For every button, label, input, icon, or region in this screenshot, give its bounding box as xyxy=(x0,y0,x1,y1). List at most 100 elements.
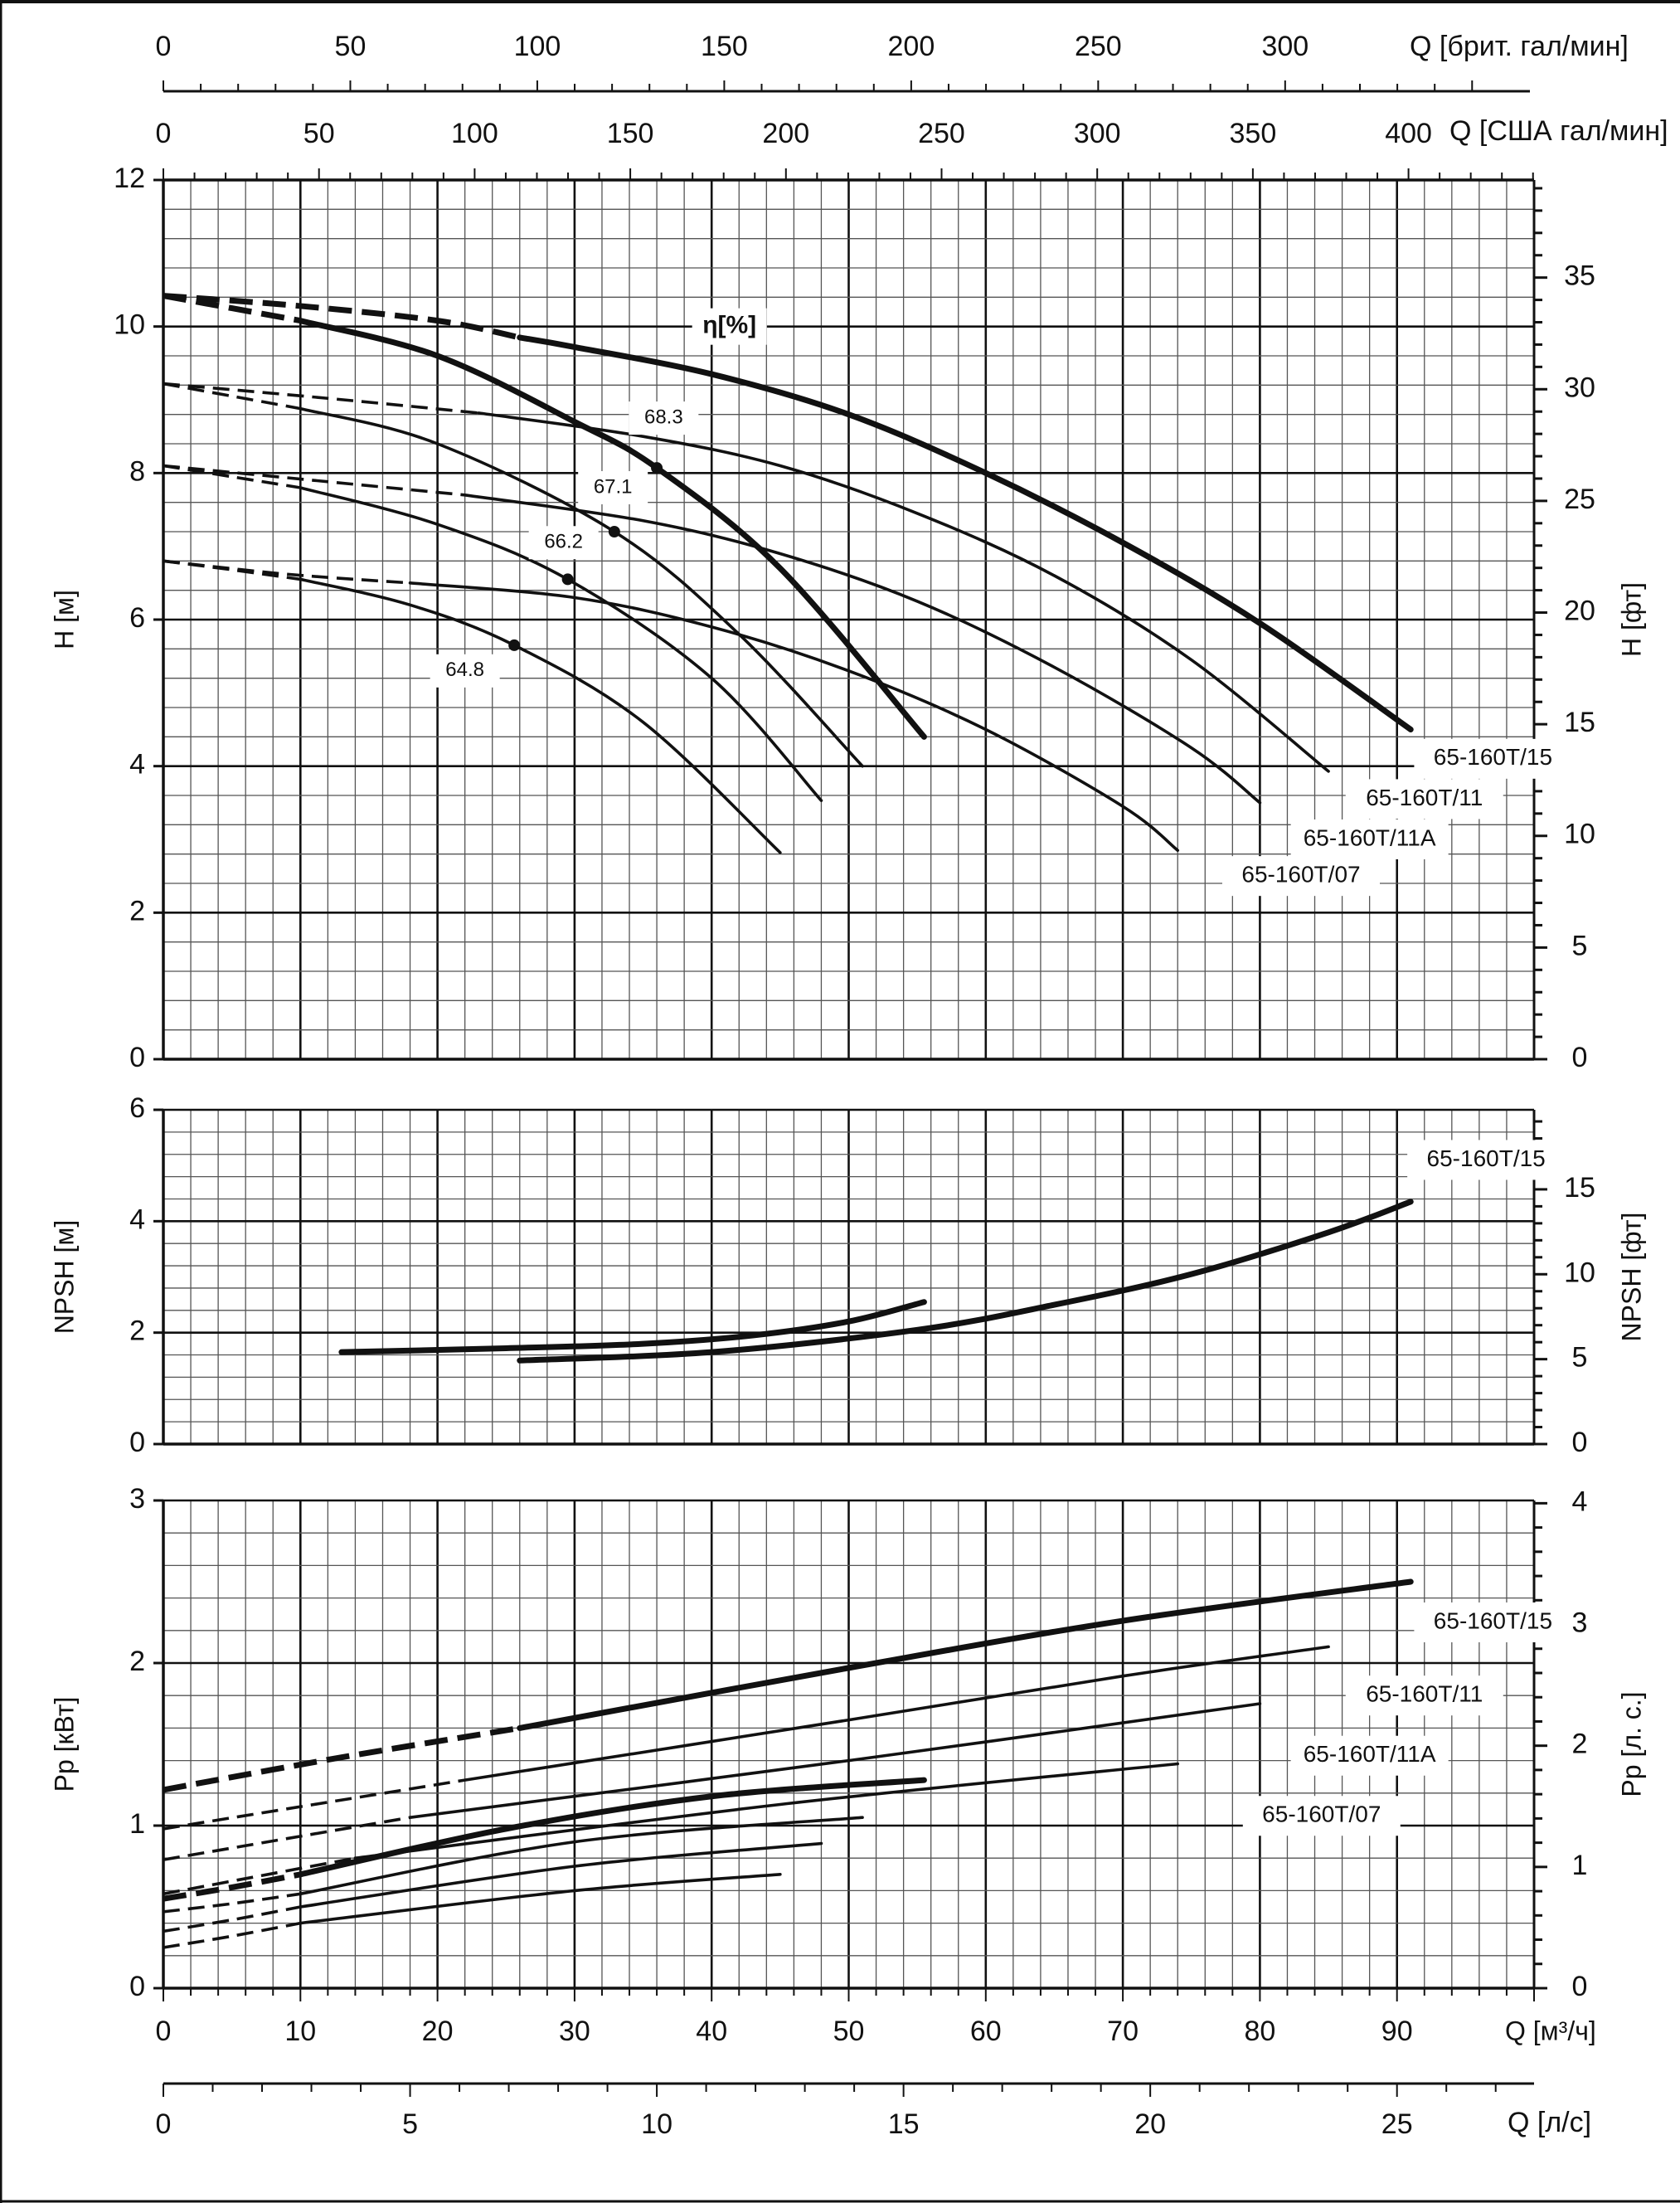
curve-dashed-segment xyxy=(163,293,521,341)
brit-tick-label: 200 xyxy=(888,31,935,62)
series-label-bg xyxy=(1407,1140,1566,1180)
curve-65-160T/11A xyxy=(408,1702,1262,1819)
y-tick-label: 4 xyxy=(129,749,145,781)
x-tick-label: 90 xyxy=(1381,2016,1413,2047)
ls-tick-label: 10 xyxy=(641,2108,672,2140)
x-tick-label: 60 xyxy=(970,2016,1002,2047)
right-y-tick-label: 0 xyxy=(1572,1427,1588,1458)
curve-dashed-segment xyxy=(163,464,301,489)
efficiency-label-bg xyxy=(629,401,699,435)
y-tick-label: 10 xyxy=(114,309,145,341)
brit-axis-label: Q [брит. гал/мин] xyxy=(1410,31,1629,62)
us-tick-label: 250 xyxy=(918,118,965,149)
y-tick-label: 2 xyxy=(129,1315,145,1347)
curve-65-160T/15 xyxy=(517,1578,1414,1731)
y-tick-label: 4 xyxy=(129,1204,145,1235)
brit-tick-label: 0 xyxy=(156,31,172,62)
right-y-axis-label: Pp [л. с.] xyxy=(1616,1691,1646,1797)
curve-series-6 xyxy=(299,1841,823,1909)
head-panel: 0 2 4 6 8 10 12 0 5 10 15 20 25 30 35 H [м] H [фт] 65-160… xyxy=(49,163,1646,1073)
x-axis-label: Q [м³/ч] xyxy=(1505,2016,1596,2045)
us-tick-label: 100 xyxy=(451,118,498,149)
series-label-bg xyxy=(1414,1602,1572,1642)
y-axis-label: H [м] xyxy=(49,590,79,649)
series-label: 65-160T/15 xyxy=(1427,1145,1546,1171)
y-tick-label: 6 xyxy=(129,602,145,634)
us-tick-label: 350 xyxy=(1230,118,1277,149)
efficiency-label: 68.3 xyxy=(644,406,683,428)
curve-dashed-segment xyxy=(163,382,301,411)
x-tick-label: 50 xyxy=(833,2016,865,2047)
series-label-bg xyxy=(1242,1796,1401,1836)
curve-dashed-segment xyxy=(163,464,465,497)
curve-dashed-segment xyxy=(163,1724,521,1793)
right-y-tick-label: 0 xyxy=(1572,1971,1588,2002)
efficiency-point xyxy=(508,639,521,651)
right-y-tick-label: 20 xyxy=(1564,596,1595,627)
y-tick-label: 0 xyxy=(129,1971,145,2002)
right-y-tick-label: 35 xyxy=(1564,260,1595,292)
us-axis-label: Q [США гал/мин] xyxy=(1449,115,1668,147)
efficiency-label-bg xyxy=(528,526,599,560)
right-y-tick-label: 10 xyxy=(1564,819,1595,850)
curve-65-160T/11 xyxy=(463,1645,1330,1782)
right-y-tick-label: 5 xyxy=(1572,1342,1588,1374)
x-tick-label: 30 xyxy=(559,2016,590,2047)
efficiency-label: 66.2 xyxy=(544,531,583,553)
curve-series-0 xyxy=(338,1299,927,1355)
right-y-axis-label: H [фт] xyxy=(1616,582,1646,657)
curve-65-160T/15 xyxy=(517,334,1414,732)
right-y-tick-label: 5 xyxy=(1572,930,1588,961)
series-label: 65-160T/11 xyxy=(1366,785,1483,810)
bottom-axes: 0 10 20 30 40 50 60 70 80 90 Q [м³/ч] 0 5 10 15 20 25 Q [… xyxy=(156,1988,1596,2140)
series-label: 65-160T/07 xyxy=(1241,862,1360,888)
series-label: 65-160T/11A xyxy=(1304,824,1436,850)
efficiency-label: 64.8 xyxy=(445,659,484,681)
y-tick-label: 0 xyxy=(129,1427,145,1458)
curve-65-160T/11A xyxy=(463,494,1262,805)
curve-dashed-segment xyxy=(163,559,301,581)
curve-series-7 xyxy=(299,577,782,854)
right-y-tick-label: 3 xyxy=(1572,1607,1588,1639)
curve-series-7 xyxy=(299,1873,782,1925)
us-tick-label: 50 xyxy=(303,118,335,149)
brit-tick-label: 150 xyxy=(701,31,748,62)
y-tick-label: 2 xyxy=(129,1646,145,1677)
brit-tick-label: 250 xyxy=(1075,31,1122,62)
curve-65-160T/07 xyxy=(353,1762,1180,1860)
curve-dashed-segment xyxy=(163,1816,410,1861)
y-axis-label: Pp [кВт] xyxy=(49,1697,79,1792)
y-tick-label: 8 xyxy=(129,455,145,487)
right-y-tick-label: 15 xyxy=(1564,707,1595,738)
power-panel: 0 1 2 3 0 1 2 3 4 Pp [кВт] Pp [л. с.] 65-160T/15 65-… xyxy=(49,1483,1646,2002)
ls-tick-label: 5 xyxy=(402,2108,418,2140)
curve-dashed-segment xyxy=(163,1778,465,1831)
series-label-bg xyxy=(1290,1735,1449,1776)
efficiency-point xyxy=(561,573,574,586)
us-tick-label: 400 xyxy=(1385,118,1432,149)
curve-65-160T/07 xyxy=(408,581,1180,853)
brit-tick-label: 50 xyxy=(335,31,367,62)
right-y-tick-label: 2 xyxy=(1572,1729,1588,1760)
curve-dashed-segment xyxy=(163,293,301,324)
efficiency-label: 67.1 xyxy=(594,475,633,498)
series-label-bg xyxy=(1414,738,1572,779)
ls-axis-label: Q [л/с] xyxy=(1508,2107,1591,2138)
curve-dashed-segment xyxy=(163,1892,301,1914)
series-label-bg xyxy=(1221,856,1380,897)
curve-dashed-segment xyxy=(163,1871,301,1902)
y-axis-label: NPSH [м] xyxy=(49,1220,79,1335)
series-label-bg xyxy=(1345,1675,1503,1716)
efficiency-point xyxy=(608,526,620,537)
curve-dashed-segment xyxy=(163,382,479,415)
curve-series-5 xyxy=(299,1816,864,1896)
us-tick-label: 0 xyxy=(156,118,172,149)
top-axes: 0 50 100 150 200 250 300 Q [брит. гал/мин] 0 50 10… xyxy=(156,31,1668,180)
x-tick-label: 10 xyxy=(284,2016,316,2047)
efficiency-label-bg xyxy=(578,471,648,504)
x-tick-label: 70 xyxy=(1107,2016,1139,2047)
curve-dashed-segment xyxy=(163,1921,301,1949)
series-label: 65-160T/15 xyxy=(1434,744,1552,770)
right-y-tick-label: 15 xyxy=(1564,1172,1595,1204)
series-label: 65-160T/07 xyxy=(1262,1802,1381,1827)
